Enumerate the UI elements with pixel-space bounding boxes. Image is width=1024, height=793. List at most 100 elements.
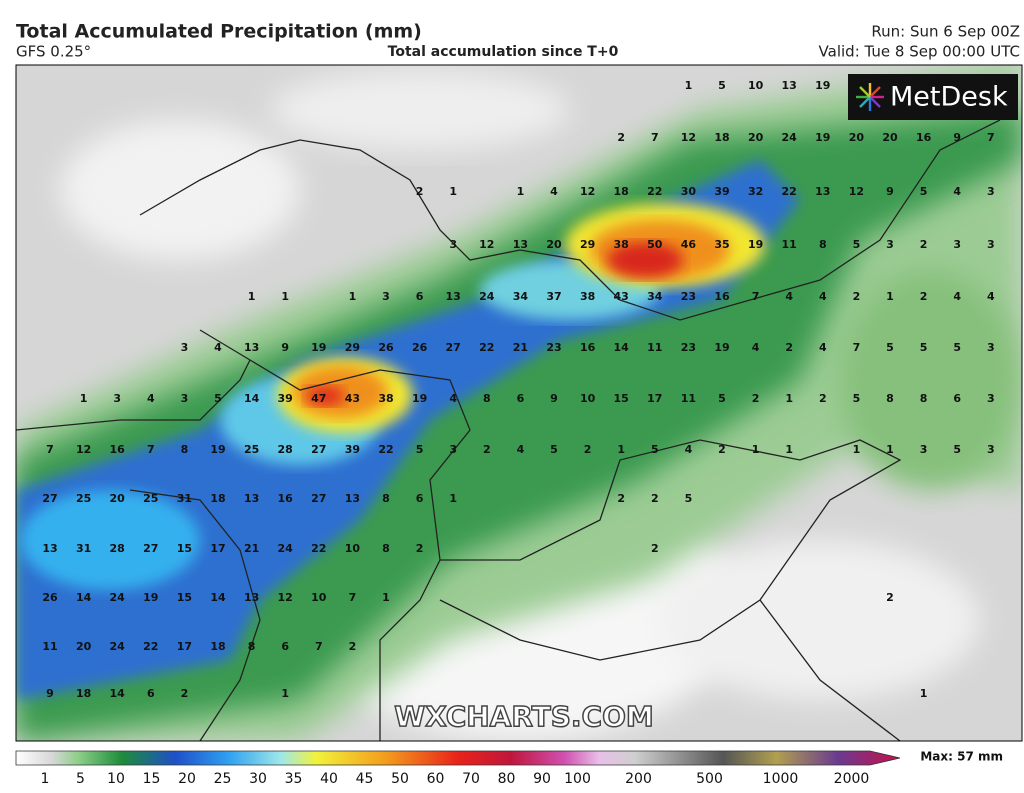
precip-value: 4: [987, 290, 995, 303]
precip-value: 2: [651, 542, 659, 555]
precip-value: 28: [278, 443, 293, 456]
precip-value: 13: [42, 542, 57, 555]
precip-value: 12: [580, 185, 595, 198]
precip-value: 5: [651, 443, 659, 456]
precip-value: 20: [546, 238, 562, 251]
precip-value: 2: [920, 290, 928, 303]
precip-value: 20: [76, 640, 92, 653]
precip-value: 2: [920, 238, 928, 251]
precip-value: 22: [311, 542, 326, 555]
valid: Valid: Tue 8 Sep 00:00 UTC: [819, 43, 1020, 61]
precip-value: 5: [920, 341, 928, 354]
precip-value: 3: [987, 392, 995, 405]
precip-value: 22: [143, 640, 158, 653]
precip-value: 16: [714, 290, 730, 303]
precip-value: 23: [681, 290, 696, 303]
precip-value: 19: [815, 79, 830, 92]
precip-value: 20: [110, 492, 126, 505]
precip-value: 25: [143, 492, 158, 505]
colorbar-label: 70: [462, 771, 480, 787]
precip-value: 6: [416, 492, 424, 505]
precip-value: 43: [614, 290, 629, 303]
precip-value: 4: [449, 392, 457, 405]
precip-value: 3: [987, 185, 995, 198]
precip-value: 5: [953, 443, 961, 456]
precip-value: 11: [647, 341, 662, 354]
precip-value: 2: [181, 687, 189, 700]
precip-value: 39: [714, 185, 729, 198]
precip-value: 5: [853, 392, 861, 405]
precip-value: 38: [614, 238, 629, 251]
precip-value: 19: [412, 392, 427, 405]
colorbar-label: 200: [625, 771, 652, 787]
precip-value: 7: [853, 341, 861, 354]
precip-value: 1: [752, 443, 760, 456]
precip-value: 34: [647, 290, 663, 303]
precip-value: 11: [681, 392, 696, 405]
precip-value: 32: [748, 185, 763, 198]
precip-value: 4: [819, 341, 827, 354]
precip-value: 3: [987, 341, 995, 354]
precip-value: 2: [752, 392, 760, 405]
precip-value: 5: [214, 392, 222, 405]
precip-value: 16: [580, 341, 596, 354]
precip-value: 13: [345, 492, 360, 505]
precip-value: 16: [278, 492, 294, 505]
precip-value: 17: [177, 640, 192, 653]
precip-value: 1: [853, 443, 861, 456]
colorbar-label: 25: [214, 771, 232, 787]
precip-value: 29: [345, 341, 360, 354]
precip-value: 14: [110, 687, 126, 700]
precip-value: 10: [580, 392, 596, 405]
precip-value: 19: [143, 591, 158, 604]
precip-value: 6: [147, 687, 155, 700]
precip-value: 3: [953, 238, 961, 251]
precip-value: 37: [546, 290, 561, 303]
precip-value: 1: [248, 290, 256, 303]
colorbar-label: 35: [285, 771, 303, 787]
precip-value: 7: [752, 290, 760, 303]
colorbar-label: 80: [498, 771, 516, 787]
precip-value: 2: [617, 492, 625, 505]
precip-value: 34: [513, 290, 529, 303]
precip-value: 26: [42, 591, 58, 604]
colorbar-label: 1: [41, 771, 50, 787]
precip-value: 12: [681, 131, 696, 144]
precip-value: 22: [378, 443, 393, 456]
precip-value: 2: [416, 185, 424, 198]
watermark: WXCHARTS.COM: [394, 700, 654, 733]
colorbar-label: 50: [391, 771, 409, 787]
precip-value: 8: [181, 443, 189, 456]
precip-value: 4: [752, 341, 760, 354]
colorbar-label: 1000: [763, 771, 799, 787]
precip-value: 14: [244, 392, 260, 405]
precip-value: 14: [210, 591, 226, 604]
precip-value: 3: [449, 443, 457, 456]
precip-value: 3: [181, 341, 189, 354]
model: GFS 0.25°: [16, 43, 91, 61]
title: Total Accumulated Precipitation (mm): [16, 21, 422, 43]
precip-value: 3: [382, 290, 390, 303]
precip-value: 27: [42, 492, 57, 505]
precip-value: 8: [920, 392, 928, 405]
precip-value: 1: [281, 687, 289, 700]
precip-value: 31: [76, 542, 91, 555]
precip-value: 3: [181, 392, 189, 405]
precip-value: 7: [46, 443, 54, 456]
precip-value: 9: [550, 392, 558, 405]
precip-value: 50: [647, 238, 663, 251]
precip-value: 1: [785, 392, 793, 405]
precip-value: 3: [449, 238, 457, 251]
precip-value: 23: [546, 341, 561, 354]
precip-value: 19: [815, 131, 830, 144]
precip-value: 5: [718, 79, 726, 92]
precip-value: 3: [987, 443, 995, 456]
precip-value: 10: [311, 591, 327, 604]
precip-value: 1: [80, 392, 88, 405]
run: Run: Sun 6 Sep 00Z: [871, 23, 1020, 41]
precip-value: 7: [147, 443, 155, 456]
precip-value: 47: [311, 392, 326, 405]
precip-value: 27: [311, 492, 326, 505]
colorbar-label: 60: [427, 771, 445, 787]
precip-value: 6: [953, 392, 961, 405]
